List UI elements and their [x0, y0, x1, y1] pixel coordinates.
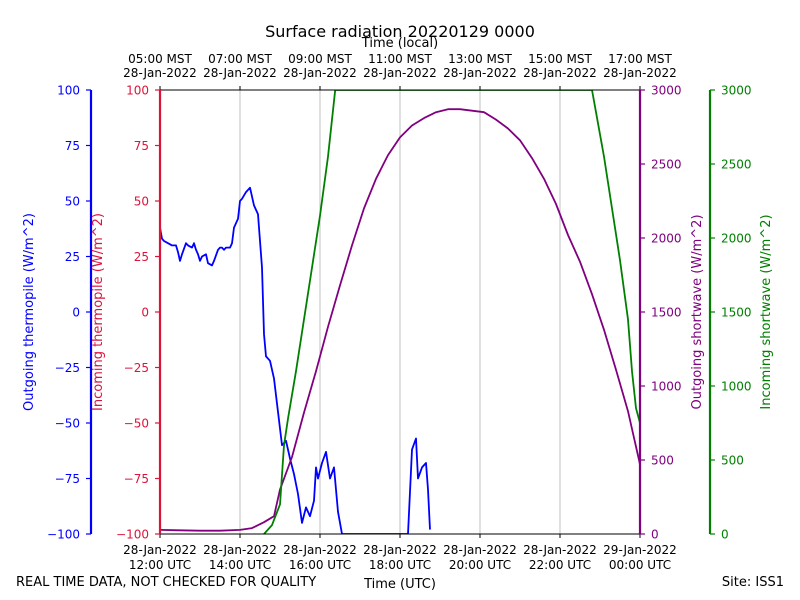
x-tick-label-bottom-time: 18:00 UTC	[369, 558, 431, 572]
y-tick-label-in_thermo: 25	[134, 250, 149, 264]
y-tick-label-in_sw: 1000	[721, 380, 752, 394]
quality-disclaimer: REAL TIME DATA, NOT CHECKED FOR QUALITY	[16, 575, 317, 590]
y-tick-label-out_sw: 3000	[651, 84, 682, 98]
x-tick-label-bottom-time: 20:00 UTC	[449, 558, 511, 572]
y-axis-title-out_sw: Outgoing shortwave (W/m^2)	[690, 214, 705, 409]
y-tick-label-in_thermo: 50	[134, 195, 149, 209]
y-tick-label-in_thermo: 100	[126, 84, 149, 98]
x-tick-label-bottom-date: 28-Jan-2022	[203, 543, 277, 557]
y-tick-label-in_sw: 500	[721, 454, 744, 468]
y-tick-label-out_sw: 1500	[651, 306, 682, 320]
y-tick-label-out_thermo: 100	[57, 84, 80, 98]
series-line-incoming-shortwave	[263, 90, 640, 534]
x-tick-label-bottom-time: 14:00 UTC	[209, 558, 271, 572]
y-tick-label-out_thermo: −75	[55, 472, 80, 486]
x-tick-label-bottom-time: 00:00 UTC	[609, 558, 671, 572]
y-tick-label-out_thermo: 0	[72, 306, 80, 320]
x-tick-label-bottom-date: 28-Jan-2022	[363, 543, 437, 557]
x-axis-label: Time (UTC)	[363, 577, 436, 592]
y-tick-label-in_sw: 3000	[721, 84, 752, 98]
x-tick-label-top-date: 28-Jan-2022	[283, 66, 357, 80]
series-layer	[160, 90, 640, 534]
series-line-outgoing-thermopile	[160, 186, 431, 534]
y-tick-label-in_sw: 2500	[721, 158, 752, 172]
y-tick-label-out_sw: 2500	[651, 158, 682, 172]
y-tick-label-out_sw: 500	[651, 454, 674, 468]
x-tick-label-bottom-date: 28-Jan-2022	[443, 543, 517, 557]
x-tick-label-top-time: 07:00 MST	[208, 52, 272, 66]
y-tick-label-out_sw: 0	[651, 528, 659, 542]
x-tick-label-top-date: 28-Jan-2022	[363, 66, 437, 80]
x-tick-label-bottom-date: 29-Jan-2022	[603, 543, 677, 557]
x-tick-label-top-date: 28-Jan-2022	[203, 66, 277, 80]
y-tick-label-in_thermo: −75	[124, 472, 149, 486]
y-axis-title-in_sw: Incoming shortwave (W/m^2)	[759, 214, 774, 409]
x-tick-label-top-date: 28-Jan-2022	[443, 66, 517, 80]
site-label: Site: ISS1	[721, 575, 784, 590]
y-tick-label-in_sw: 0	[721, 528, 729, 542]
gridlines	[159, 90, 641, 534]
y-tick-label-in_sw: 2000	[721, 232, 752, 246]
x-tick-label-bottom-time: 12:00 UTC	[129, 558, 191, 572]
x-tick-label-top-date: 28-Jan-2022	[123, 66, 197, 80]
x-tick-label-top-time: 15:00 MST	[528, 52, 592, 66]
y-tick-label-in_thermo: −50	[124, 417, 149, 431]
y-tick-label-in_thermo: −25	[124, 361, 149, 375]
x-tick-label-bottom-time: 16:00 UTC	[289, 558, 351, 572]
x-tick-label-bottom-time: 22:00 UTC	[529, 558, 591, 572]
y-axis-title-in_thermo: Incoming thermopile (W/m^2)	[91, 213, 106, 411]
x-tick-label-top-time: 17:00 MST	[608, 52, 672, 66]
x-tick-label-bottom-date: 28-Jan-2022	[523, 543, 597, 557]
chart-title: Surface radiation 20220129 0000	[265, 22, 535, 41]
x-tick-label-top-time: 09:00 MST	[288, 52, 352, 66]
x-tick-label-bottom-date: 28-Jan-2022	[123, 543, 197, 557]
y-tick-label-in_thermo: −100	[116, 528, 149, 542]
y-tick-label-out_thermo: −50	[55, 417, 80, 431]
y-tick-label-out_thermo: −25	[55, 361, 80, 375]
y-tick-label-out_thermo: 50	[65, 195, 80, 209]
y-tick-label-in_thermo: 75	[134, 139, 149, 153]
top-axis-label: Time (local)	[361, 36, 438, 51]
x-tick-label-top-time: 05:00 MST	[128, 52, 192, 66]
series-line-outgoing-shortwave	[160, 108, 640, 532]
y-tick-label-in_sw: 1500	[721, 306, 752, 320]
x-tick-label-top-date: 28-Jan-2022	[523, 66, 597, 80]
x-tick-label-top-time: 13:00 MST	[448, 52, 512, 66]
y-tick-label-out_thermo: 25	[65, 250, 80, 264]
x-tick-label-bottom-date: 28-Jan-2022	[283, 543, 357, 557]
y-tick-label-out_thermo: 75	[65, 139, 80, 153]
y-tick-label-in_thermo: 0	[141, 306, 149, 320]
y-tick-label-out_thermo: −100	[47, 528, 80, 542]
y-axis-title-out_thermo: Outgoing thermopile (W/m^2)	[22, 213, 37, 411]
y-tick-label-out_sw: 2000	[651, 232, 682, 246]
x-tick-label-top-date: 28-Jan-2022	[603, 66, 677, 80]
y-tick-label-out_sw: 1000	[651, 380, 682, 394]
x-tick-label-top-time: 11:00 MST	[368, 52, 432, 66]
